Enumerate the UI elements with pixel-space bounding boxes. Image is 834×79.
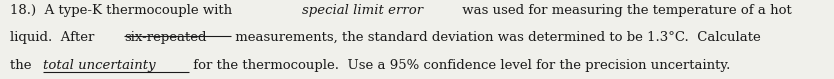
Text: measurements, the standard deviation was determined to be 1.3°C.  Calculate: measurements, the standard deviation was… — [231, 31, 761, 44]
Text: the: the — [10, 59, 36, 72]
Text: six-repeated: six-repeated — [124, 31, 207, 44]
Text: special limit error: special limit error — [302, 4, 423, 17]
Text: liquid.  After: liquid. After — [10, 31, 98, 44]
Text: total uncertainty: total uncertainty — [43, 59, 156, 72]
Text: 18.)  A type-K thermocouple with: 18.) A type-K thermocouple with — [10, 4, 236, 17]
Text: for the thermocouple.  Use a 95% confidence level for the precision uncertainty.: for the thermocouple. Use a 95% confiden… — [188, 59, 730, 72]
Text: was used for measuring the temperature of a hot: was used for measuring the temperature o… — [459, 4, 792, 17]
